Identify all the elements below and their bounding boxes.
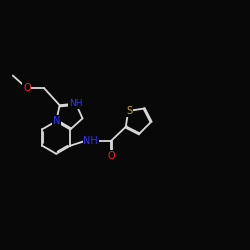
- Text: S: S: [126, 106, 132, 116]
- Text: NH: NH: [69, 99, 82, 108]
- Text: NH: NH: [83, 136, 98, 146]
- Text: O: O: [107, 151, 115, 161]
- Text: N: N: [52, 116, 60, 126]
- Text: O: O: [23, 83, 31, 93]
